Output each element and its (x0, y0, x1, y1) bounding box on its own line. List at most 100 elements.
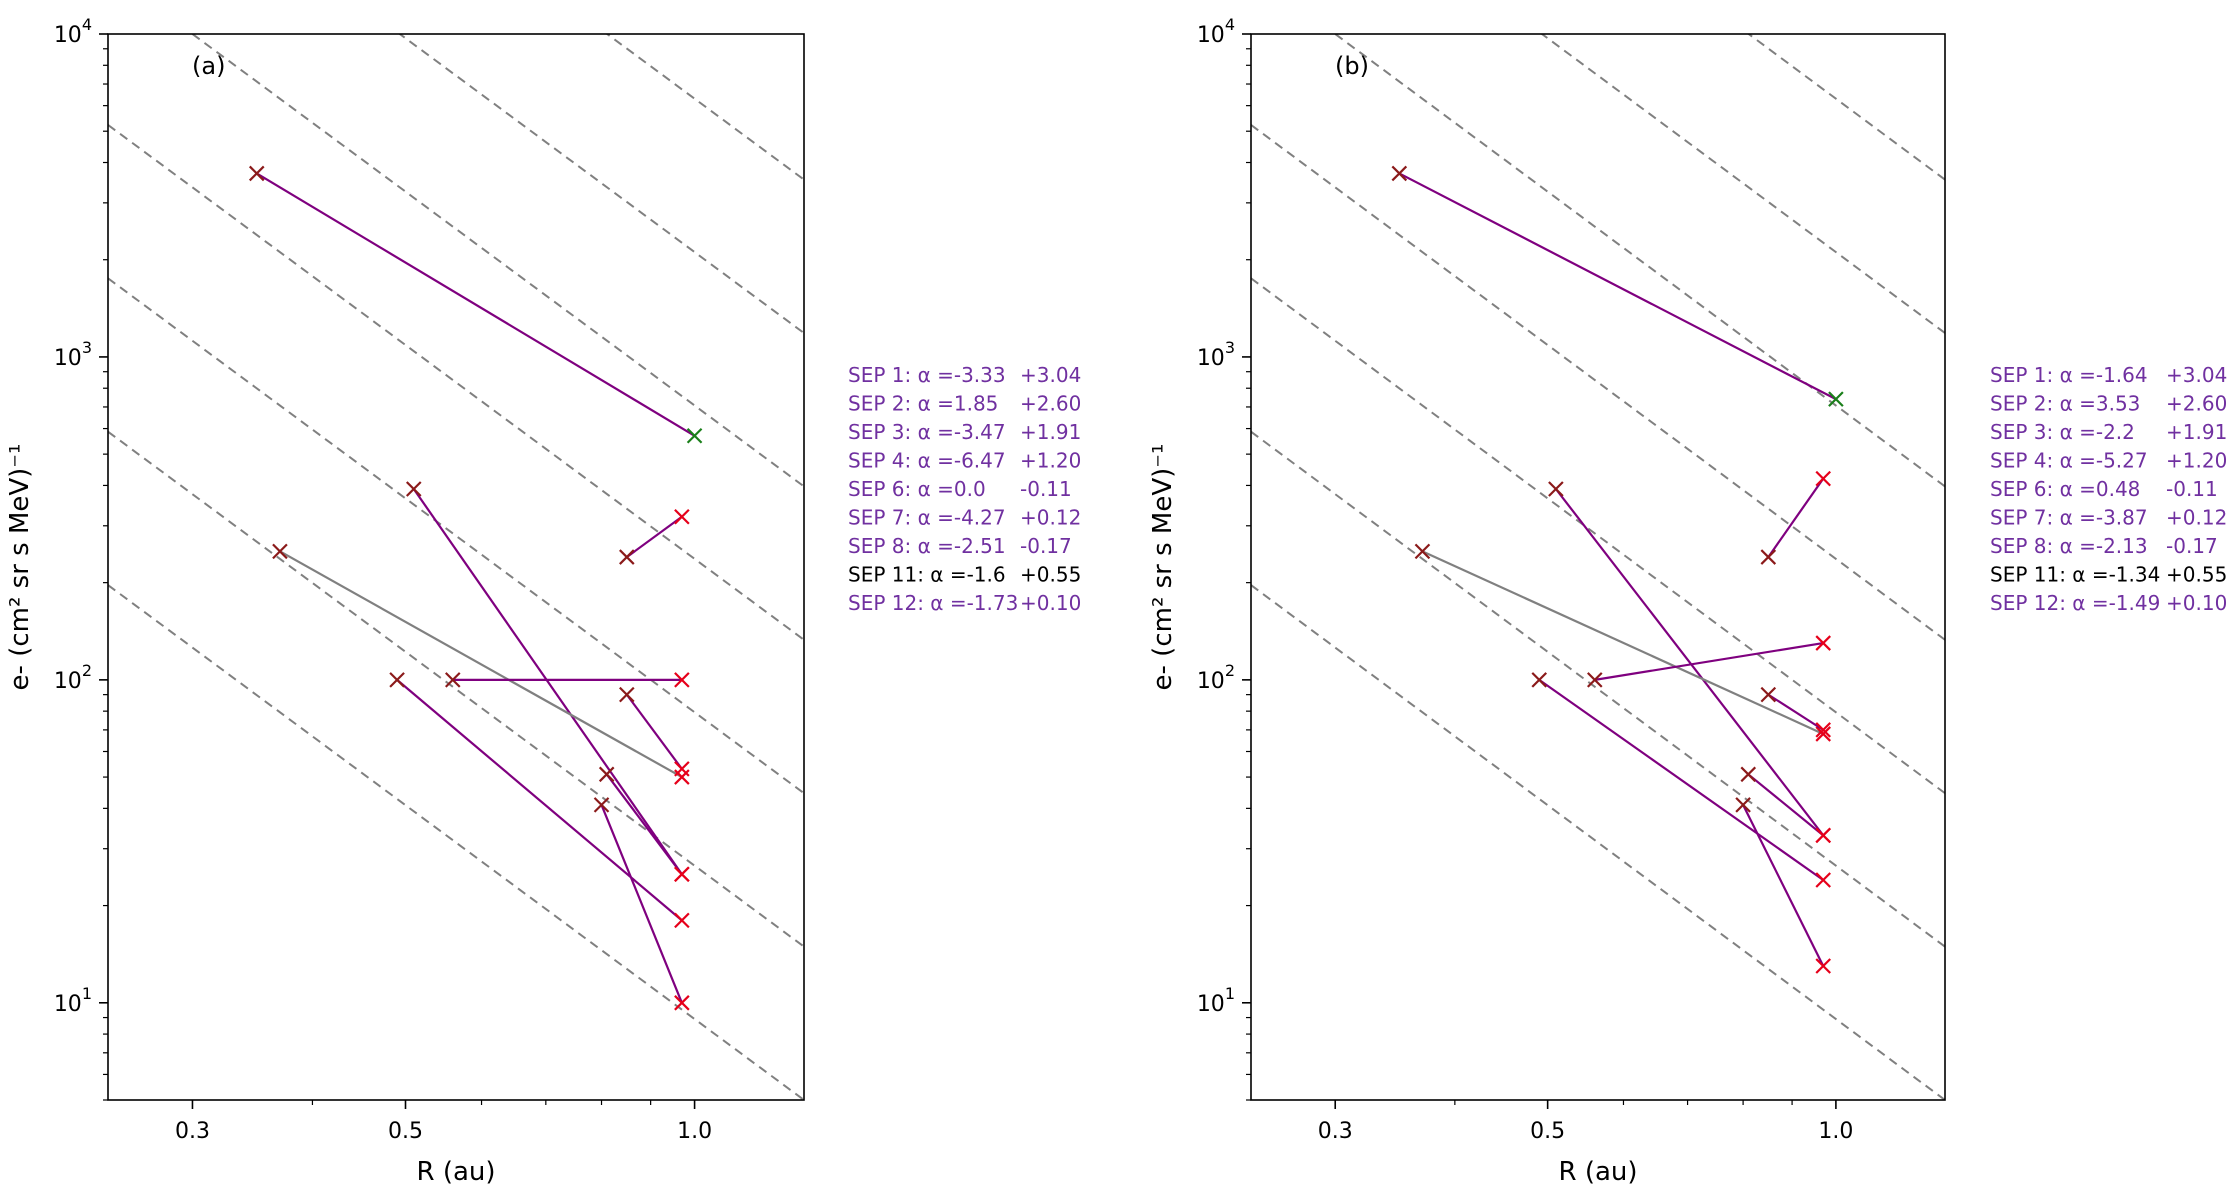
legend-label: SEP 1: α =-1.64 (1990, 363, 2148, 387)
legend-value: +3.04 (1020, 363, 1081, 387)
y-axis-title: e- (cm² sr s MeV)⁻¹ (5, 444, 35, 691)
data-point (272, 543, 288, 560)
data-point (1391, 165, 1408, 182)
data-segment (1742, 804, 1825, 967)
y-tick-label: 104 (54, 15, 92, 48)
data-point (674, 508, 690, 525)
data-point (1815, 722, 1832, 738)
data-point (1548, 481, 1564, 497)
legend-value: +1.91 (2166, 420, 2227, 444)
x-tick-label: 1.0 (677, 1119, 712, 1144)
guide-line (605, 34, 804, 181)
data-point (674, 761, 690, 777)
guide-line (1251, 0, 1945, 26)
y-tick-label: 102 (1197, 661, 1235, 694)
data-point (686, 427, 703, 444)
data-point (593, 797, 610, 813)
guide-lines (1251, 0, 1945, 1100)
data-point (1815, 726, 1832, 742)
guide-line (1540, 34, 1945, 334)
guide-line (108, 430, 804, 948)
data-segment (1767, 477, 1825, 558)
data-point (619, 549, 635, 565)
x-axis-title: R (au) (1558, 1157, 1637, 1187)
legend-value: -0.11 (1020, 477, 1072, 501)
point-stroke (674, 995, 690, 1011)
legend-label: SEP 8: α =-2.51 (848, 534, 1006, 558)
guide-line (108, 277, 804, 795)
data-point (1414, 543, 1431, 560)
y-tick-exp: 3 (1225, 338, 1235, 357)
legend-value: +0.10 (1020, 591, 1081, 615)
legend-value: +1.20 (2166, 449, 2227, 473)
data-point (1815, 635, 1832, 651)
point-stroke (674, 912, 690, 929)
legend-label: SEP 2: α =3.53 (1990, 392, 2140, 416)
data-point (405, 481, 422, 497)
guide-line (1251, 430, 1945, 948)
point-stroke (1414, 543, 1431, 560)
data-segment (1594, 641, 1824, 681)
point-stroke (1828, 391, 1844, 407)
data-segment (1538, 678, 1824, 881)
data-segment (279, 550, 683, 779)
x-tick-label: 0.5 (1530, 1119, 1565, 1144)
data-segment (1398, 172, 1837, 401)
legend-value: +0.55 (1020, 563, 1081, 587)
legend-label: SEP 1: α =-3.33 (848, 363, 1006, 387)
y-tick-base: 10 (54, 346, 82, 371)
point-stroke (248, 165, 265, 182)
guide-line (1747, 34, 1945, 181)
data-point (674, 672, 690, 688)
legend-value: +3.04 (2166, 363, 2227, 387)
data-segment (1555, 488, 1825, 837)
y-tick-base: 10 (1197, 669, 1225, 694)
panel-label: (b) (1335, 52, 1369, 80)
data-point (1828, 391, 1844, 407)
point-stroke (405, 481, 422, 497)
plot-frame (107, 33, 805, 1101)
legend-value: +2.60 (1020, 392, 1081, 416)
point-stroke (619, 686, 635, 703)
point-stroke (1815, 827, 1832, 844)
data-series (1391, 165, 1844, 974)
data-point (674, 769, 690, 785)
y-tick-label: 103 (1197, 338, 1235, 371)
y-tick-label: 103 (54, 338, 92, 371)
data-segment (605, 773, 683, 875)
legend-label: SEP 11: α =-1.6 (848, 563, 1006, 587)
point-stroke (686, 427, 703, 444)
legend-value: +0.10 (2166, 591, 2227, 615)
legend-value: +0.12 (2166, 506, 2227, 530)
legend-label: SEP 2: α =1.85 (848, 392, 998, 416)
data-point (248, 165, 265, 182)
data-point (1815, 827, 1832, 844)
guide-line (1251, 277, 1945, 795)
y-tick-label: 101 (1197, 984, 1235, 1017)
legend-label: SEP 12: α =-1.49 (1990, 591, 2160, 615)
panel-label: (a) (192, 52, 225, 80)
guide-line (108, 124, 804, 641)
legend-value: +1.91 (1020, 420, 1081, 444)
point-stroke (1815, 958, 1832, 974)
legend-label: SEP 7: α =-4.27 (848, 506, 1006, 530)
data-segment (256, 172, 696, 437)
point-stroke (1815, 726, 1832, 742)
legend-label: SEP 4: α =-5.27 (1990, 449, 2148, 473)
guide-line (108, 0, 804, 26)
data-point (1760, 549, 1777, 565)
point-stroke (1815, 872, 1832, 888)
guide-line (190, 34, 804, 488)
point-stroke (598, 766, 615, 783)
data-point (1815, 470, 1832, 487)
legend-value: +0.12 (1020, 506, 1081, 530)
data-segment (625, 693, 683, 770)
data-point (444, 672, 461, 688)
x-tick-label: 0.5 (388, 1119, 423, 1144)
data-point (674, 866, 690, 883)
point-stroke (1815, 635, 1832, 651)
point-stroke (1740, 766, 1757, 783)
point-stroke (1586, 672, 1603, 688)
point-stroke (1531, 672, 1548, 688)
